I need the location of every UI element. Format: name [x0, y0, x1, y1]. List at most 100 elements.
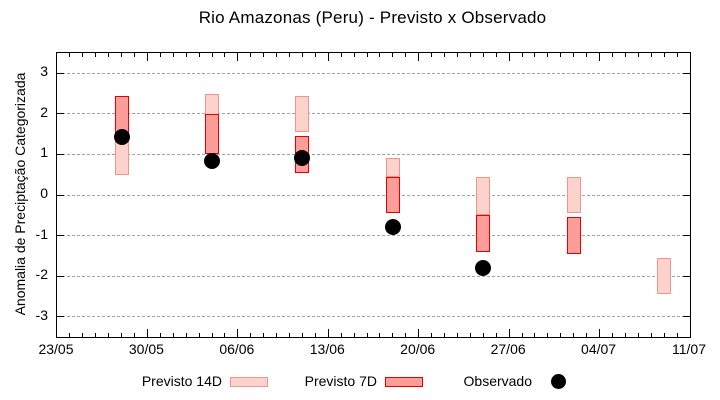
previsto-7d-bar [385, 176, 400, 214]
x-tick [676, 333, 678, 337]
y-tick [57, 316, 64, 318]
observado-dot [113, 129, 130, 146]
x-tick [560, 333, 562, 337]
x-tick-label: 23/05 [38, 341, 74, 357]
previsto-14d-bar [657, 257, 672, 295]
previsto-14d-swatch-icon [230, 377, 268, 387]
x-tick [69, 333, 71, 337]
y-tick-label: -1 [35, 225, 48, 242]
x-tick [198, 53, 200, 57]
x-tick [379, 53, 381, 57]
x-tick [650, 53, 652, 57]
x-tick [134, 333, 135, 337]
x-tick [392, 333, 394, 337]
x-tick [353, 333, 355, 337]
x-tick [108, 333, 110, 337]
gridline [57, 113, 690, 115]
y-tick [57, 235, 64, 237]
x-tick-label: 30/05 [128, 341, 164, 357]
gridline [57, 316, 690, 318]
y-tick [57, 275, 64, 277]
x-tick [95, 53, 97, 57]
x-tick [159, 333, 161, 337]
x-tick [82, 53, 84, 57]
x-tick [637, 333, 639, 337]
x-tick [108, 53, 110, 57]
x-tick [146, 329, 148, 337]
x-tick-label: 13/06 [309, 341, 345, 357]
x-tick [237, 329, 239, 337]
chart-title: Rio Amazonas (Peru) - Previsto x Observa… [198, 8, 547, 27]
x-tick [469, 53, 471, 57]
x-tick [263, 333, 265, 337]
x-tick [95, 333, 97, 337]
x-tick [573, 53, 575, 57]
x-tick [340, 53, 342, 57]
x-tick-label: 20/06 [400, 341, 436, 357]
observado-dot [294, 150, 311, 167]
x-tick [211, 333, 213, 337]
y-tick-label: 1 [40, 144, 48, 161]
x-tick [418, 329, 420, 337]
x-tick [379, 333, 381, 337]
y-tick [683, 153, 690, 155]
x-tick [495, 333, 497, 337]
x-tick [146, 53, 148, 61]
x-tick [663, 333, 665, 337]
x-tick [366, 333, 368, 337]
x-tick [250, 53, 252, 57]
x-tick [431, 333, 433, 337]
x-tick [637, 53, 639, 57]
x-tick [353, 53, 355, 57]
gridline [57, 194, 690, 196]
y-tick [683, 275, 690, 277]
legend-label-previsto-7d: Previsto 7D [304, 373, 377, 389]
x-tick [172, 333, 174, 337]
y-tick-label: 3 [40, 63, 48, 80]
x-tick [134, 53, 135, 57]
y-tick-label: -3 [35, 306, 48, 323]
x-tick [289, 333, 291, 337]
y-tick [57, 194, 64, 196]
y-tick [683, 235, 690, 237]
x-tick [650, 333, 652, 337]
y-tick-label: 2 [40, 103, 48, 120]
y-tick [683, 316, 690, 318]
x-tick [172, 53, 174, 57]
x-tick [263, 53, 265, 57]
x-tick-label: 11/07 [672, 341, 706, 357]
x-tick [276, 53, 278, 57]
x-tick [276, 333, 278, 337]
x-tick [547, 333, 549, 337]
x-tick [185, 333, 187, 337]
x-tick-label: 04/07 [581, 341, 617, 357]
previsto-7d-bar [566, 217, 581, 254]
previsto-7d-bar [205, 113, 220, 155]
previsto-14d-bar [295, 95, 310, 133]
x-tick [599, 53, 601, 61]
x-tick [327, 53, 329, 61]
previsto-7d-swatch-icon [385, 377, 423, 387]
x-tick [392, 53, 394, 57]
x-tick [405, 53, 407, 57]
observado-dot [204, 152, 221, 169]
x-tick [431, 53, 433, 57]
x-tick [198, 333, 200, 337]
y-tick [683, 72, 690, 74]
x-tick [301, 53, 303, 57]
x-tick [508, 53, 510, 61]
x-tick [521, 53, 523, 57]
x-tick [185, 53, 187, 57]
x-tick [611, 333, 613, 337]
x-tick-label: 06/06 [219, 341, 255, 357]
x-tick [676, 53, 678, 57]
x-tick [534, 53, 536, 57]
x-tick [599, 329, 601, 337]
previsto-14d-bar [476, 176, 491, 216]
x-tick [314, 333, 316, 337]
x-tick [547, 53, 549, 57]
x-tick [69, 53, 71, 57]
x-tick [121, 53, 123, 57]
x-tick [586, 333, 588, 337]
y-tick [57, 113, 64, 115]
